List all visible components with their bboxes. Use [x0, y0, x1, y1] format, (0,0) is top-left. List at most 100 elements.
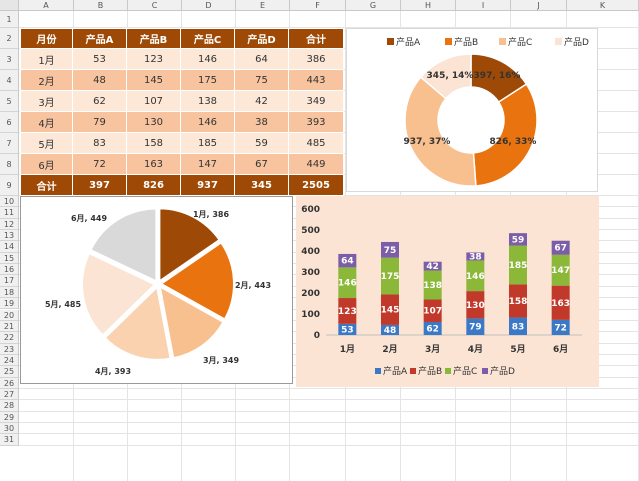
y-tick-label: 600 — [301, 205, 320, 215]
row-header-1[interactable]: 1 — [0, 11, 19, 28]
row-header-21[interactable]: 21 — [0, 320, 19, 333]
row-header-30[interactable]: 30 — [0, 423, 19, 435]
column-header-d[interactable]: D — [182, 0, 236, 11]
row-header-22[interactable]: 22 — [0, 332, 19, 344]
table-cell[interactable]: 53 — [72, 48, 127, 70]
row-header-10[interactable]: 10 — [0, 196, 19, 208]
row-header-5[interactable]: 5 — [0, 91, 19, 112]
table-cell[interactable]: 449 — [288, 153, 344, 175]
column-header-b[interactable]: B — [74, 0, 128, 11]
header-cell[interactable]: 产品D — [234, 28, 289, 49]
column-header-c[interactable]: C — [128, 0, 182, 11]
row-header-17[interactable]: 17 — [0, 275, 19, 287]
table-cell[interactable]: 48 — [72, 69, 127, 91]
row-header-4[interactable]: 4 — [0, 70, 19, 91]
bar-segment — [381, 294, 399, 325]
row-header-2[interactable]: 2 — [0, 28, 19, 49]
pie-data-label: 4月, 393 — [95, 367, 131, 376]
table-cell[interactable]: 75 — [234, 69, 289, 91]
total-cell[interactable]: 合计 — [20, 174, 73, 196]
legend-label: 产品D — [490, 365, 515, 377]
column-header-i[interactable]: I — [456, 0, 511, 11]
row-header-24[interactable]: 24 — [0, 354, 19, 367]
table-cell[interactable]: 5月 — [20, 132, 73, 154]
row-header-7[interactable]: 7 — [0, 133, 19, 154]
row-header-26[interactable]: 26 — [0, 377, 19, 389]
row-header-3[interactable]: 3 — [0, 49, 19, 70]
row-header-6[interactable]: 6 — [0, 112, 19, 133]
table-cell[interactable]: 163 — [126, 153, 181, 175]
table-cell[interactable]: 138 — [180, 90, 235, 112]
table-cell[interactable]: 4月 — [20, 111, 73, 133]
column-header-g[interactable]: G — [346, 0, 401, 11]
total-cell[interactable]: 345 — [234, 174, 289, 196]
row-header-25[interactable]: 25 — [0, 366, 19, 378]
row-header-9[interactable]: 9 — [0, 175, 19, 196]
total-cell[interactable]: 2505 — [288, 174, 344, 196]
header-cell[interactable]: 月份 — [20, 28, 73, 49]
row-header-27[interactable]: 27 — [0, 388, 19, 401]
row-header-23[interactable]: 23 — [0, 343, 19, 355]
column-header-f[interactable]: F — [290, 0, 346, 11]
total-cell[interactable]: 397 — [72, 174, 127, 196]
table-cell[interactable]: 42 — [234, 90, 289, 112]
table-cell[interactable]: 123 — [126, 48, 181, 70]
row-header-14[interactable]: 14 — [0, 241, 19, 253]
table-cell[interactable]: 6月 — [20, 153, 73, 175]
donut-chart[interactable]: 产品A 产品B 产品C 产品D 397, 16% 826, 33% 937, 37% 345,… — [346, 28, 598, 192]
row-header-31[interactable]: 31 — [0, 434, 19, 446]
table-cell[interactable]: 2月 — [20, 69, 73, 91]
column-header-h[interactable]: H — [401, 0, 456, 11]
table-cell[interactable]: 185 — [180, 132, 235, 154]
row-header-13[interactable]: 13 — [0, 230, 19, 242]
table-cell[interactable]: 130 — [126, 111, 181, 133]
column-header-a[interactable]: A — [19, 0, 74, 11]
row-header-12[interactable]: 12 — [0, 218, 19, 231]
table-cell[interactable]: 1月 — [20, 48, 73, 70]
row-header-18[interactable]: 18 — [0, 286, 19, 299]
total-cell[interactable]: 826 — [126, 174, 181, 196]
header-cell[interactable]: 合计 — [288, 28, 344, 49]
donut-data-label: 826, 33% — [490, 137, 537, 147]
table-cell[interactable]: 107 — [126, 90, 181, 112]
table-cell[interactable]: 175 — [180, 69, 235, 91]
header-cell[interactable]: 产品C — [180, 28, 235, 49]
table-cell[interactable]: 485 — [288, 132, 344, 154]
table-cell[interactable]: 64 — [234, 48, 289, 70]
table-cell[interactable]: 146 — [180, 48, 235, 70]
table-cell[interactable]: 72 — [72, 153, 127, 175]
table-cell[interactable]: 83 — [72, 132, 127, 154]
table-cell[interactable]: 67 — [234, 153, 289, 175]
table-cell[interactable]: 443 — [288, 69, 344, 91]
column-header-e[interactable]: E — [236, 0, 290, 11]
header-cell[interactable]: 产品B — [126, 28, 181, 49]
table-cell[interactable]: 349 — [288, 90, 344, 112]
row-header-8[interactable]: 8 — [0, 154, 19, 175]
total-cell[interactable]: 937 — [180, 174, 235, 196]
table-cell[interactable]: 147 — [180, 153, 235, 175]
table-cell[interactable]: 158 — [126, 132, 181, 154]
table-cell[interactable]: 145 — [126, 69, 181, 91]
table-cell[interactable]: 3月 — [20, 90, 73, 112]
stacked-bar-chart[interactable]: 0 100 200 300 400 500 600 53 123 146 64 1月 48 145 175 7… — [296, 196, 599, 387]
row-header-20[interactable]: 20 — [0, 309, 19, 321]
row-header-29[interactable]: 29 — [0, 411, 19, 423]
pie-chart[interactable]: 1月, 386 2月, 443 3月, 349 4月, 393 5月, 485 6月, 4… — [20, 196, 293, 384]
column-header-j[interactable]: J — [511, 0, 567, 11]
table-cell[interactable]: 146 — [180, 111, 235, 133]
table-cell[interactable]: 38 — [234, 111, 289, 133]
row-header-28[interactable]: 28 — [0, 400, 19, 412]
row-header-15[interactable]: 15 — [0, 252, 19, 265]
table-cell[interactable]: 79 — [72, 111, 127, 133]
select-all-corner[interactable] — [0, 0, 19, 11]
table-cell[interactable]: 386 — [288, 48, 344, 70]
table-cell[interactable]: 62 — [72, 90, 127, 112]
row-header-19[interactable]: 19 — [0, 298, 19, 310]
column-header-k[interactable]: K — [567, 0, 639, 11]
legend-swatch — [555, 38, 562, 45]
row-header-11[interactable]: 11 — [0, 207, 19, 219]
table-cell[interactable]: 393 — [288, 111, 344, 133]
header-cell[interactable]: 产品A — [72, 28, 127, 49]
row-header-16[interactable]: 16 — [0, 264, 19, 276]
table-cell[interactable]: 59 — [234, 132, 289, 154]
